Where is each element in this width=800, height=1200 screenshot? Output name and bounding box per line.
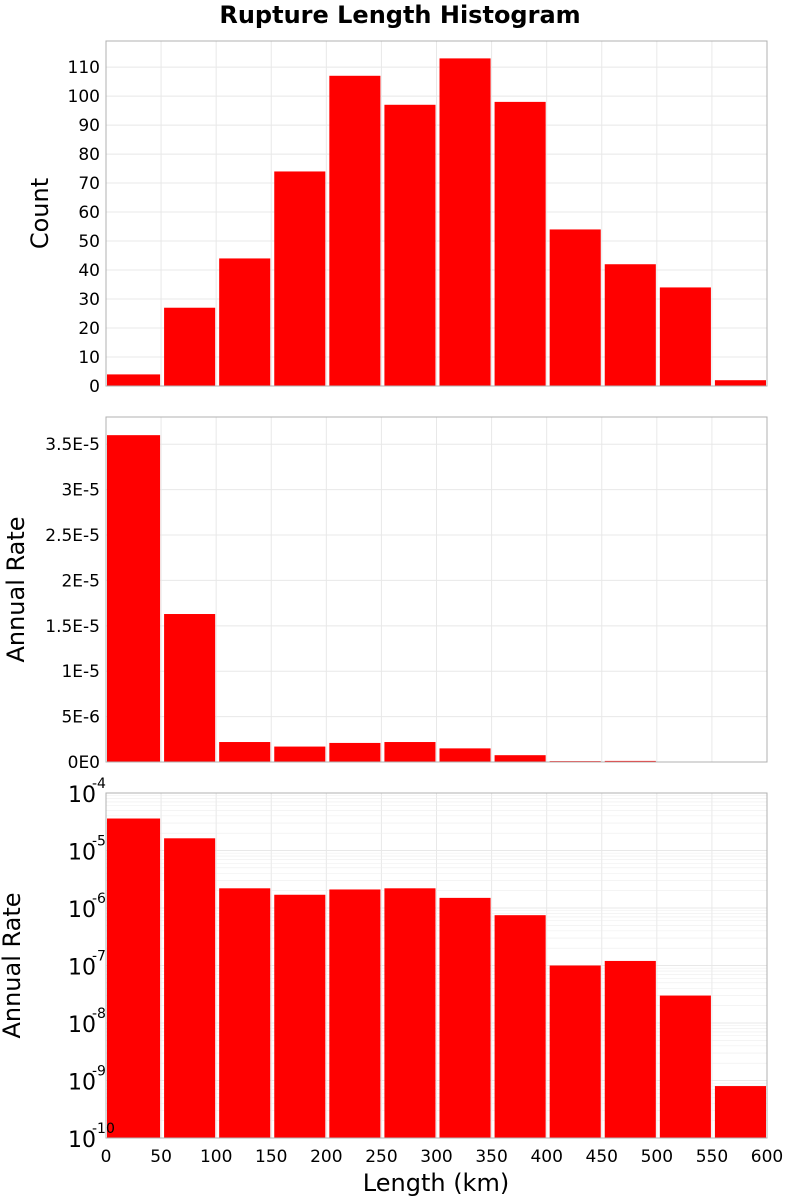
bar <box>164 614 216 762</box>
y-tick-label: 10 <box>68 956 96 981</box>
bar <box>219 888 271 1138</box>
y-tick-label: 10 <box>78 348 100 368</box>
y-tick-label: 10 <box>68 1013 96 1038</box>
x-tick-label: 400 <box>530 1147 562 1167</box>
chart-title: Rupture Length Histogram <box>219 1 580 29</box>
x-tick-label: 450 <box>586 1147 618 1167</box>
y-tick-label: 0E0 <box>68 753 100 773</box>
plot-frame <box>105 792 768 1139</box>
bar <box>659 287 711 386</box>
x-tick-label: 600 <box>751 1147 783 1167</box>
bar <box>219 258 271 386</box>
y-tick-label: 80 <box>78 145 100 165</box>
x-axis-label: Length (km) <box>363 1169 509 1197</box>
y-tick-label: 60 <box>78 203 100 223</box>
y-tick-exponent: -8 <box>92 1006 106 1022</box>
x-tick-label: 50 <box>150 1147 172 1167</box>
bar <box>604 960 656 1138</box>
y-tick-exponent: -7 <box>92 949 106 965</box>
bar <box>274 894 326 1138</box>
panel-1: 0 10 20 30 40 50 60 70 80 90 100 110 Count <box>26 40 768 397</box>
y-tick-exponent: -4 <box>92 776 106 792</box>
y-tick-label: 0 <box>89 377 100 397</box>
y-tick-label: 90 <box>78 116 100 136</box>
bar <box>329 889 381 1138</box>
bar <box>659 995 711 1138</box>
bar <box>439 897 491 1138</box>
y-tick-exponent: -5 <box>92 834 106 850</box>
y-tick-label: 50 <box>78 232 100 252</box>
bar <box>164 307 216 386</box>
bar <box>274 746 326 762</box>
x-tick-label: 0 <box>101 1147 112 1167</box>
panel-2: 0E0 5E-6 1E-5 1.5E-5 2E-5 2.5E-5 3E-5 3.5E-5 Ann… <box>2 416 768 773</box>
y-tick-exponent: -9 <box>92 1064 106 1080</box>
y-axis-label: Annual Rate <box>0 892 26 1038</box>
y-tick-label: 10 <box>68 1128 96 1153</box>
y-tick-label: 1E-5 <box>61 662 100 682</box>
y-tick-label: 110 <box>68 58 100 78</box>
bar <box>494 755 546 762</box>
x-tick-label: 250 <box>365 1147 397 1167</box>
bar <box>329 742 381 762</box>
y-tick-label: 5E-6 <box>61 708 100 728</box>
plot-frame <box>105 40 768 387</box>
bar <box>107 374 161 386</box>
y-tick-label: 2E-5 <box>61 571 100 591</box>
bar <box>549 229 601 386</box>
bar <box>604 760 656 762</box>
plot-frame <box>105 416 768 763</box>
y-tick-label: 3.5E-5 <box>45 435 100 455</box>
y-axis-label: Annual Rate <box>2 516 30 662</box>
bar <box>107 435 161 762</box>
y-tick-label: 100 <box>68 87 100 107</box>
x-tick-label: 150 <box>255 1147 287 1167</box>
bar <box>384 888 436 1138</box>
y-tick-label: 70 <box>78 174 100 194</box>
bar <box>384 104 436 387</box>
bar <box>604 264 656 386</box>
y-tick-exponent: -10 <box>92 1121 115 1137</box>
y-tick-label: 30 <box>78 290 100 310</box>
x-tick-label: 350 <box>475 1147 507 1167</box>
y-tick-label: 20 <box>78 319 100 339</box>
y-tick-label: 10 <box>68 898 96 923</box>
bar <box>714 1086 766 1138</box>
y-tick-label: 3E-5 <box>61 481 100 501</box>
y-axis-label: Count <box>26 178 54 249</box>
bar <box>274 171 326 386</box>
bar <box>439 58 491 386</box>
bar <box>549 965 601 1138</box>
bar <box>219 742 271 762</box>
bar <box>329 75 381 386</box>
chart-panels: 0102030405060708090100110Count0E05E-61E-… <box>0 40 783 1167</box>
x-tick-label: 300 <box>420 1147 452 1167</box>
y-tick-label: 10 <box>68 1071 96 1096</box>
y-tick-label: 10 <box>68 783 96 808</box>
x-tick-label: 550 <box>696 1147 728 1167</box>
bar <box>107 818 161 1138</box>
bar <box>494 101 546 386</box>
x-tick-label: 200 <box>310 1147 342 1167</box>
bar <box>384 742 436 762</box>
x-tick-label: 500 <box>641 1147 673 1167</box>
x-tick-label: 100 <box>200 1147 232 1167</box>
y-tick-exponent: -6 <box>92 891 106 907</box>
bar <box>439 748 491 762</box>
y-tick-label: 1.5E-5 <box>45 617 100 637</box>
bar <box>714 380 766 386</box>
y-tick-label: 10 <box>68 841 96 866</box>
y-tick-label: 2.5E-5 <box>45 526 100 546</box>
y-tick-label: 40 <box>78 261 100 281</box>
bar <box>494 915 546 1138</box>
bar <box>164 838 216 1138</box>
